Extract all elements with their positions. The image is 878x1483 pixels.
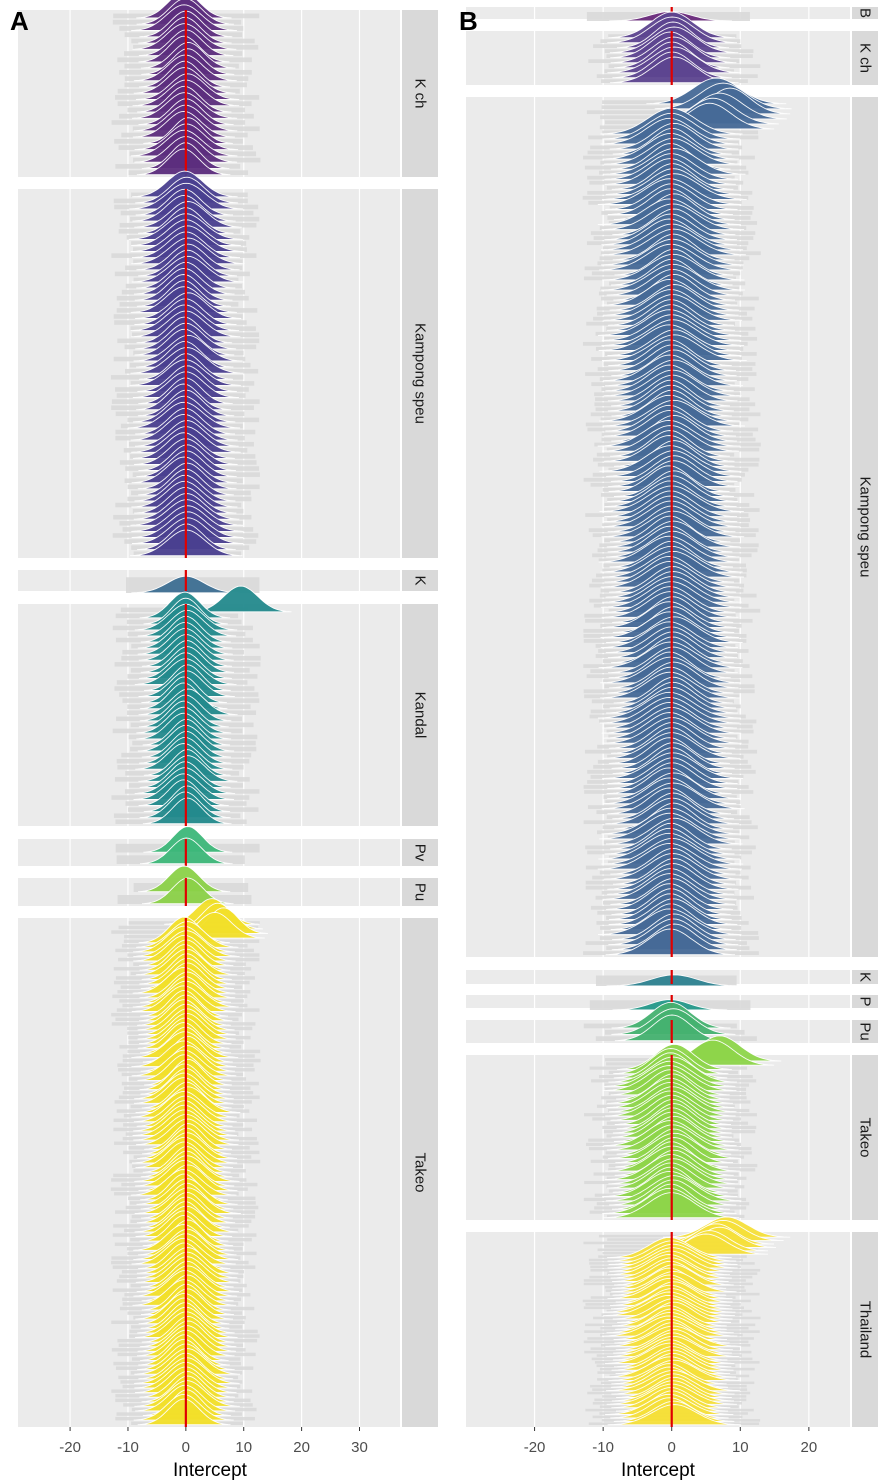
panel-letter-b: B [459, 6, 478, 36]
x-tick-label: 0 [668, 1439, 676, 1456]
strip [852, 1020, 878, 1043]
strip-label: K [857, 972, 874, 982]
x-axis: -20 -10 0 10 20 [524, 1427, 817, 1456]
facet-pu: Pu [18, 865, 438, 906]
facet-k-ch: K ch [18, 0, 438, 177]
ridge-range [598, 1234, 738, 1238]
ridge-density [142, 797, 232, 825]
strip-label: Pu [857, 1022, 874, 1040]
strip-label: K ch [412, 78, 429, 108]
strip [402, 878, 438, 906]
x-tick-label: -10 [592, 1439, 614, 1456]
strip [402, 839, 438, 866]
ridges [582, 1216, 791, 1426]
ridges [588, 11, 761, 84]
ridges [117, 865, 252, 905]
x-axis-title-b: Intercept [621, 1460, 696, 1481]
x-axis-title-a: Intercept [173, 1460, 248, 1481]
facet-kandal: Kandal [18, 585, 438, 826]
strip [852, 97, 878, 957]
strip [852, 995, 878, 1008]
strip-label: Kandal [412, 692, 429, 739]
strip-label: Takeo [412, 1152, 429, 1192]
ridges [582, 77, 792, 956]
x-tick-label: 10 [235, 1439, 252, 1456]
strip-label: P [857, 996, 874, 1006]
ridge-density [190, 585, 292, 613]
strip-label: Kampong speu [412, 323, 429, 424]
x-tick-label: 20 [801, 1439, 818, 1456]
facet-k-ch: K ch [466, 11, 878, 85]
strip [402, 189, 438, 558]
strip [402, 918, 438, 1427]
strip-label: Thailand [857, 1301, 874, 1359]
strip-label: B [857, 8, 874, 18]
facet-kampong-speu: Kampong speu [18, 170, 438, 558]
panel-letter-a: A [10, 6, 29, 36]
strip-label: Pv [412, 844, 429, 862]
ridge-density [141, 877, 234, 905]
x-tick-label: 20 [293, 1439, 310, 1456]
ridges [595, 974, 742, 987]
ridge-density [606, 974, 742, 987]
strip [852, 31, 878, 85]
x-tick-label: 0 [182, 1439, 190, 1456]
x-tick-label: 30 [351, 1439, 368, 1456]
x-tick-label: -20 [524, 1439, 546, 1456]
x-tick-label: -10 [117, 1439, 139, 1456]
facet-takeo: Takeo [18, 898, 438, 1427]
ridge-density [607, 1404, 742, 1426]
facet-k: K [466, 970, 878, 987]
strip [852, 1232, 878, 1427]
strip [402, 604, 438, 826]
facet-k: K [18, 570, 438, 594]
facet-thailand: Thailand [466, 1216, 878, 1427]
ridges [115, 826, 260, 865]
x-axis: -20 -10 0 10 20 30 [59, 1427, 368, 1456]
strip-label: Kampong speu [857, 477, 874, 578]
ridges [110, 898, 268, 1426]
strip [402, 10, 438, 177]
strip [852, 7, 878, 19]
facet-pv: Pv [18, 826, 438, 866]
panel-a: K ch Kampong speu K Kandal Pv Pu Takeo -20 -10 0 1… [18, 0, 438, 1456]
ridges [111, 0, 261, 176]
strip [852, 970, 878, 984]
x-tick-label: -20 [59, 1439, 81, 1456]
ridges [111, 585, 292, 825]
strip-label: Takeo [857, 1117, 874, 1157]
ridges [583, 1035, 782, 1219]
panel-b: B K ch Kampong speu K P Pu Takeo Thailand -20 -10… [466, 7, 878, 1456]
strip [402, 570, 438, 591]
strip-label: K [412, 575, 429, 585]
facet-takeo: Takeo [466, 1035, 878, 1220]
strip-label: K ch [857, 43, 874, 73]
facet-pu: Pu [466, 1001, 878, 1043]
facet-kampong-speu: Kampong speu [466, 77, 878, 957]
strip [852, 1055, 878, 1220]
strip-label: Pu [412, 883, 429, 901]
x-tick-label: 10 [732, 1439, 749, 1456]
